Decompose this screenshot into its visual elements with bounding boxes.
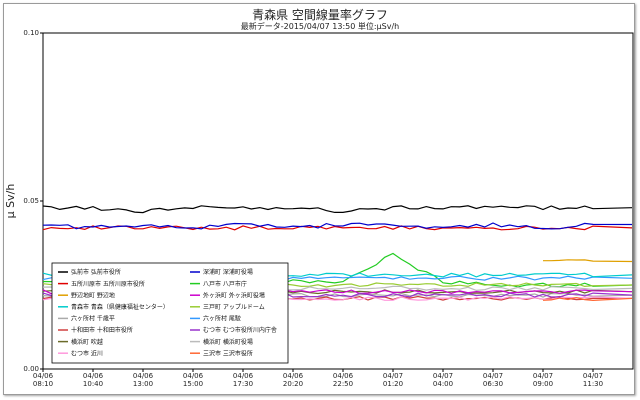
x-tick-time: 04:00: [433, 380, 453, 388]
chart-title: 青森県 空間線量率グラフ: [252, 8, 388, 22]
legend-label: 六ヶ所村 千歳平: [71, 315, 115, 323]
x-tick-date: 04/06: [33, 372, 54, 380]
legend-label: 青森市 青森（県健康福祉センター）: [71, 303, 169, 311]
legend-label: 三沢市 三沢市役所: [203, 349, 253, 357]
x-tick-time: 11:30: [583, 380, 603, 388]
y-axis-label: μ Sv/h: [4, 184, 17, 219]
legend-label: 野辺地町 野辺地: [71, 291, 115, 299]
legend-label: 弘前市 弘前市役所: [71, 268, 121, 276]
x-tick-time: 06:30: [483, 380, 503, 388]
x-tick-date: 04/06: [133, 372, 154, 380]
series-line: [542, 296, 633, 302]
x-tick-time: 13:00: [133, 380, 153, 388]
x-tick-time: 10:40: [83, 380, 103, 388]
x-tick-time: 20:20: [283, 380, 303, 388]
legend-label: 横浜町 横浜町役場: [203, 338, 253, 346]
legend-label: 十和田市 十和田市役所: [71, 326, 133, 334]
series-line: [543, 259, 633, 263]
series-line: [42, 225, 633, 231]
x-tick-date: 04/07: [383, 372, 403, 380]
series-line: [42, 205, 633, 214]
y-tick-label: 0.05: [23, 197, 39, 205]
legend-label: 深浦町 深浦町役場: [203, 268, 253, 276]
series-line: [42, 222, 633, 230]
y-tick-label: 0.10: [23, 29, 39, 37]
y-tick-label: 0.00: [23, 365, 39, 373]
x-tick-date: 04/06: [283, 372, 304, 380]
x-tick-date: 04/07: [583, 372, 603, 380]
legend-label: 横浜町 吹越: [71, 338, 103, 346]
legend-label: 三戸町 アップルドーム: [203, 304, 265, 311]
x-tick-time: 17:30: [233, 380, 253, 388]
legend-label: 八戸市 八戸市庁: [203, 280, 247, 288]
x-tick-date: 04/07: [533, 372, 553, 380]
x-tick-time: 22:50: [333, 380, 353, 388]
x-tick-time: 15:00: [183, 380, 203, 388]
x-tick-date: 04/06: [333, 372, 354, 380]
x-tick-date: 04/06: [83, 372, 104, 380]
legend-box: [51, 262, 289, 364]
x-tick-date: 04/07: [483, 372, 503, 380]
x-tick-time: 01:20: [383, 380, 403, 388]
x-tick-date: 04/07: [433, 372, 453, 380]
chart-subtitle: 最新データ-2015/04/07 13:50 単位:μSv/h: [240, 22, 400, 31]
x-tick-time: 08:10: [33, 380, 53, 388]
legend-label: 六ヶ所村 尾駮: [203, 315, 241, 323]
x-tick-date: 04/06: [233, 372, 254, 380]
x-tick-date: 04/06: [183, 372, 204, 380]
legend-label: むつ市 近川: [71, 349, 103, 357]
legend-label: 外ヶ浜町 外ヶ浜町役場: [203, 291, 265, 299]
x-tick-time: 09:00: [533, 380, 553, 388]
legend-label: むつ市 むつ市役所川内庁舎: [203, 326, 277, 334]
legend-label: 五所川原市 五所川原市役所: [71, 280, 145, 288]
